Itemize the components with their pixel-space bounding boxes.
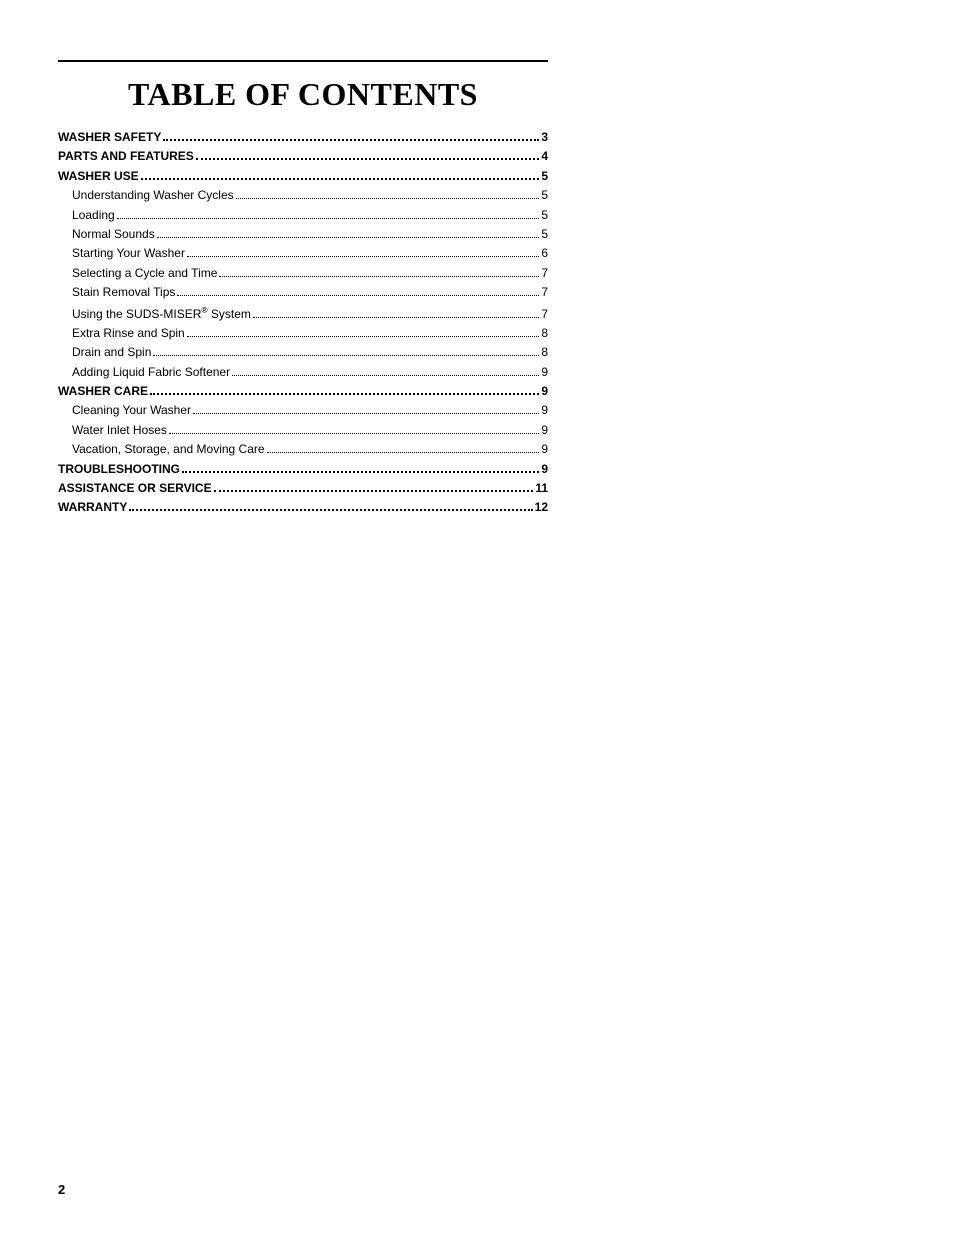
toc-entry: Loading 5: [58, 207, 548, 224]
toc-dot-leader: [253, 317, 539, 318]
toc-dot-leader: [196, 158, 540, 160]
toc-entry-label: Selecting a Cycle and Time: [72, 265, 217, 282]
toc-entry-label: Cleaning Your Washer: [72, 402, 191, 419]
toc-entry-label: Understanding Washer Cycles: [72, 187, 234, 204]
toc-entry-page: 4: [541, 148, 548, 165]
toc-entry: Understanding Washer Cycles 5: [58, 187, 548, 204]
toc-entry-page: 9: [541, 383, 548, 400]
toc-dot-leader: [182, 471, 539, 473]
toc-dot-leader: [157, 237, 540, 238]
toc-entry: Starting Your Washer 6: [58, 245, 548, 262]
toc-entry: Normal Sounds 5: [58, 226, 548, 243]
toc-dot-leader: [129, 509, 532, 511]
toc-entry-page: 3: [541, 129, 548, 146]
toc-entry: WASHER SAFETY 3: [58, 129, 548, 146]
toc-entry: Adding Liquid Fabric Softener 9: [58, 364, 548, 381]
content-column: TABLE OF CONTENTS WASHER SAFETY 3 PARTS AN…: [58, 60, 548, 517]
toc-entry-page: 11: [535, 480, 548, 497]
toc-entry: Using the SUDS-MISER® System 7: [58, 304, 548, 323]
toc-entry-label: Using the SUDS-MISER® System: [72, 304, 251, 323]
toc-entry-page: 5: [541, 168, 548, 185]
toc-entry-page: 9: [541, 461, 548, 478]
toc-entry-label: Extra Rinse and Spin: [72, 325, 185, 342]
toc-entry-label: WASHER SAFETY: [58, 129, 161, 146]
toc-entry-label: Adding Liquid Fabric Softener: [72, 364, 230, 381]
toc-entry-page: 6: [541, 245, 548, 262]
toc-entry-label: Water Inlet Hoses: [72, 422, 167, 439]
toc-entry-page: 9: [541, 422, 548, 439]
toc-entry: TROUBLESHOOTING 9: [58, 461, 548, 478]
page-title: TABLE OF CONTENTS: [58, 76, 548, 113]
toc-entry: WASHER USE 5: [58, 168, 548, 185]
toc-dot-leader: [236, 198, 540, 199]
toc-entry: WASHER CARE 9: [58, 383, 548, 400]
toc-entry: Vacation, Storage, and Moving Care 9: [58, 441, 548, 458]
toc-entry-page: 8: [541, 344, 548, 361]
toc-entry-page: 9: [541, 441, 548, 458]
toc-entry-page: 7: [541, 265, 548, 282]
toc-entry-label: WASHER CARE: [58, 383, 148, 400]
toc-entry-page: 7: [541, 306, 548, 323]
toc-entry-page: 9: [541, 364, 548, 381]
toc-dot-leader: [141, 178, 540, 180]
toc-entry: Stain Removal Tips 7: [58, 284, 548, 301]
toc-entry-label: Vacation, Storage, and Moving Care: [72, 441, 265, 458]
toc-entry-page: 5: [541, 207, 548, 224]
toc-dot-leader: [187, 336, 540, 337]
page: TABLE OF CONTENTS WASHER SAFETY 3 PARTS AN…: [0, 0, 954, 1235]
table-of-contents: WASHER SAFETY 3 PARTS AND FEATURES 4 WASHER …: [58, 129, 548, 517]
toc-entry-page: 5: [541, 187, 548, 204]
toc-entry: Extra Rinse and Spin 8: [58, 325, 548, 342]
toc-dot-leader: [193, 413, 539, 414]
toc-entry: WARRANTY 12: [58, 499, 548, 516]
toc-dot-leader: [117, 218, 540, 219]
toc-dot-leader: [163, 139, 539, 141]
toc-entry-label: Normal Sounds: [72, 226, 155, 243]
toc-entry-label: WASHER USE: [58, 168, 139, 185]
page-number: 2: [58, 1182, 65, 1197]
toc-dot-leader: [267, 452, 540, 453]
toc-dot-leader: [232, 375, 539, 376]
toc-entry-page: 9: [541, 402, 548, 419]
toc-entry: Water Inlet Hoses 9: [58, 422, 548, 439]
toc-entry-label: Loading: [72, 207, 115, 224]
toc-dot-leader: [214, 490, 534, 492]
toc-entry: PARTS AND FEATURES 4: [58, 148, 548, 165]
toc-dot-leader: [177, 295, 539, 296]
toc-entry-label: PARTS AND FEATURES: [58, 148, 194, 165]
toc-entry: Cleaning Your Washer 9: [58, 402, 548, 419]
toc-entry-label: TROUBLESHOOTING: [58, 461, 180, 478]
toc-dot-leader: [153, 355, 539, 356]
toc-dot-leader: [219, 276, 539, 277]
toc-entry: Drain and Spin 8: [58, 344, 548, 361]
toc-entry-page: 12: [535, 499, 548, 516]
toc-entry-label: WARRANTY: [58, 499, 127, 516]
toc-entry: Selecting a Cycle and Time 7: [58, 265, 548, 282]
toc-entry-label: Stain Removal Tips: [72, 284, 175, 301]
toc-entry-page: 7: [541, 284, 548, 301]
toc-entry: ASSISTANCE OR SERVICE 11: [58, 480, 548, 497]
toc-entry-page: 5: [541, 226, 548, 243]
toc-entry-page: 8: [541, 325, 548, 342]
horizontal-rule: [58, 60, 548, 62]
toc-dot-leader: [187, 256, 539, 257]
toc-entry-label: Starting Your Washer: [72, 245, 185, 262]
toc-entry-label: Drain and Spin: [72, 344, 151, 361]
toc-dot-leader: [150, 393, 539, 395]
toc-dot-leader: [169, 433, 539, 434]
toc-entry-label: ASSISTANCE OR SERVICE: [58, 480, 212, 497]
